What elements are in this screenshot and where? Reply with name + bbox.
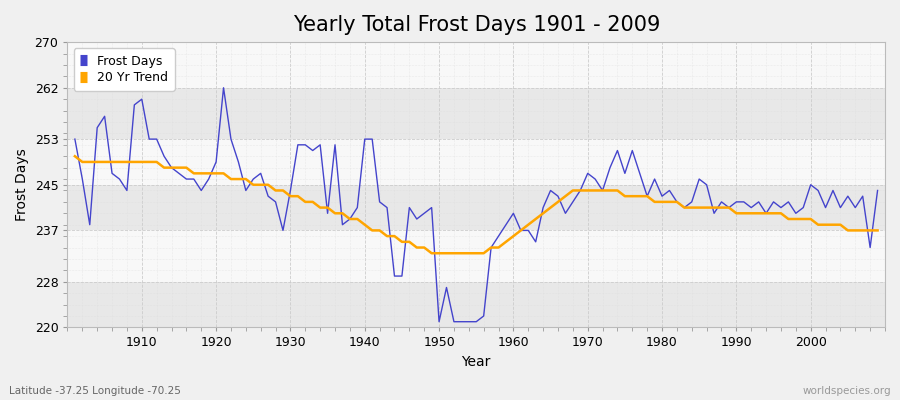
Bar <box>68 88 885 139</box>
Text: Latitude -37.25 Longitude -70.25: Latitude -37.25 Longitude -70.25 <box>9 386 181 396</box>
Bar <box>68 42 885 88</box>
20 Yr Trend <box>516 228 526 233</box>
20 Yr Trend <box>508 234 518 238</box>
Bar <box>68 139 885 185</box>
Title: Yearly Total Frost Days 1901 - 2009: Yearly Total Frost Days 1901 - 2009 <box>292 15 660 35</box>
Frost Days <box>872 188 883 193</box>
20 Yr Trend <box>337 211 347 216</box>
Frost Days <box>300 142 310 147</box>
20 Yr Trend <box>605 188 616 193</box>
Bar <box>68 185 885 230</box>
Legend: Frost Days, 20 Yr Trend: Frost Days, 20 Yr Trend <box>74 48 175 91</box>
Frost Days <box>612 148 623 153</box>
20 Yr Trend <box>69 154 80 159</box>
Frost Days <box>516 228 526 233</box>
X-axis label: Year: Year <box>462 355 490 369</box>
Frost Days <box>218 85 229 90</box>
Bar <box>68 282 885 328</box>
Frost Days <box>434 319 445 324</box>
20 Yr Trend <box>292 194 303 198</box>
Frost Days <box>69 137 80 142</box>
Bar <box>68 230 885 282</box>
Frost Days <box>345 217 356 222</box>
Line: 20 Yr Trend: 20 Yr Trend <box>75 156 878 253</box>
20 Yr Trend <box>872 228 883 233</box>
Text: worldspecies.org: worldspecies.org <box>803 386 891 396</box>
Y-axis label: Frost Days: Frost Days <box>15 148 29 221</box>
Frost Days <box>523 228 534 233</box>
20 Yr Trend <box>129 160 140 164</box>
Line: Frost Days: Frost Days <box>75 88 878 322</box>
Frost Days <box>129 102 140 107</box>
20 Yr Trend <box>427 251 437 256</box>
